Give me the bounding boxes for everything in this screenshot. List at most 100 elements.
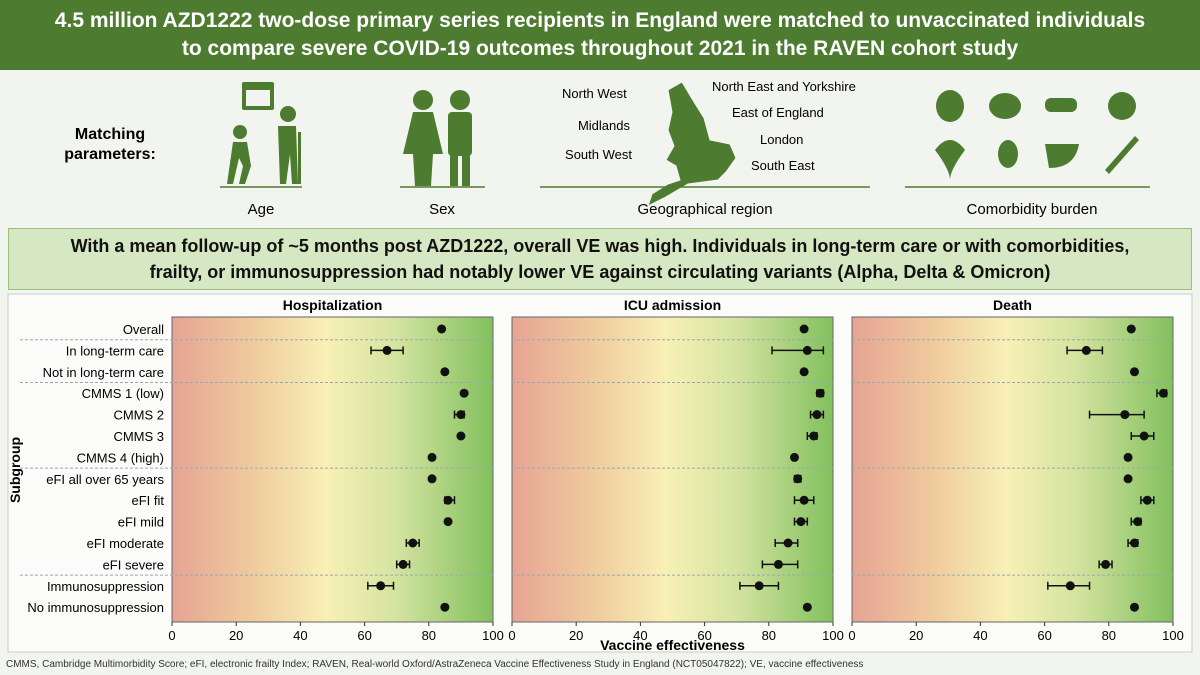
y-tick-label: eFI moderate [87,536,164,551]
y-tick-label: CMMS 3 [113,429,164,444]
x-tick-label: 100 [1162,628,1184,643]
point-estimate [1123,452,1133,462]
region-label: South West [565,147,632,162]
x-tick-label: 80 [1102,628,1116,643]
banner: With a mean follow-up of ~5 months post … [8,228,1192,290]
error-bar [771,346,825,355]
footnote: CMMS, Cambridge Multimorbidity Score; eF… [6,659,864,670]
point-estimate [773,559,783,569]
panel-title: Hospitalization [283,297,383,313]
title-line: to compare severe COVID-19 outcomes thro… [181,37,1019,60]
point-estimate [408,538,418,548]
point-estimate [789,452,799,462]
point-estimate [1126,324,1136,334]
matching-panel: Matching parameters: Age Sex Geographical … [64,79,1150,218]
point-estimate [1120,410,1130,420]
matching-label: Matching parameters: [64,126,156,163]
banner-line: frailty, or immunosuppression had notabl… [149,262,1051,282]
point-estimate [440,602,450,612]
x-tick-label: 40 [973,628,987,643]
matching-item-label: Sex [429,201,455,218]
forest-plot: Hospitalization 0 20 40 60 80 100 ICU admission… [7,293,1193,653]
region-label: Midlands [578,118,631,133]
point-estimate [456,410,466,420]
x-tick-label: 20 [569,628,583,643]
point-estimate [456,431,466,441]
x-tick-label: 60 [697,628,711,643]
point-estimate [437,324,447,334]
y-tick-label: Overall [123,322,164,337]
point-estimate [793,474,803,484]
x-tick-label: 60 [357,628,371,643]
x-tick-label: 0 [508,628,515,643]
matching-label-box: Matching parameters: [64,126,156,163]
point-estimate [815,388,825,398]
region-label: East of England [732,105,824,120]
x-tick-label: 60 [1037,628,1051,643]
point-estimate [440,367,450,377]
map-icon [540,81,870,207]
matching-item-label: Comorbidity burden [967,201,1098,218]
point-estimate [376,581,386,591]
point-estimate [1101,559,1111,569]
plot-background [851,316,1174,623]
point-estimate [1129,367,1139,377]
y-tick-label: eFI fit [131,493,164,508]
point-estimate [1158,388,1168,398]
region-label: London [760,132,803,147]
age-icon [220,82,302,188]
point-estimate [802,602,812,612]
y-axis-label: Subgroup [7,437,23,503]
point-estimate [1139,431,1149,441]
matching-item-label: Age [248,201,275,218]
point-estimate [796,517,806,527]
region-label: South East [751,158,815,173]
y-tick-label: eFI mild [118,515,164,530]
y-tick-label: CMMS 4 (high) [77,450,164,465]
plot-background [171,316,494,623]
y-tick-label: Not in long-term care [43,365,164,380]
region-label: North West [562,86,627,101]
point-estimate [398,559,408,569]
plot-background [511,316,834,623]
point-estimate [427,474,437,484]
point-estimate [799,324,809,334]
x-tick-label: 100 [822,628,844,643]
region-label: North East and Yorkshire [712,79,856,94]
x-tick-label: 20 [909,628,923,643]
comorbidity-icons [905,90,1150,188]
banner-line: With a mean follow-up of ~5 months post … [70,236,1130,256]
x-axis-label: Vaccine effectiveness [600,637,745,653]
matching-item-label: Geographical region [637,201,772,218]
panel-title: ICU admission [624,297,721,313]
point-estimate [809,431,819,441]
y-tick-label: In long-term care [66,343,164,358]
point-estimate [427,452,437,462]
header: 4.5 million AZD1222 two-dose primary ser… [0,0,1200,70]
y-tick-label: eFI severe [103,557,164,572]
point-estimate [443,495,453,505]
x-tick-label: 80 [762,628,776,643]
y-tick-label: No immunosuppression [27,600,164,615]
x-tick-label: 40 [293,628,307,643]
panel-title: Death [993,297,1032,313]
point-estimate [1065,581,1075,591]
point-estimate [382,345,392,355]
x-tick-label: 100 [482,628,504,643]
point-estimate [812,410,822,420]
point-estimate [754,581,764,591]
x-tick-label: 0 [848,628,855,643]
y-tick-label: Immunosuppression [47,579,164,594]
point-estimate [1133,517,1143,527]
point-estimate [1129,602,1139,612]
point-estimate [1129,538,1139,548]
x-tick-label: 80 [422,628,436,643]
point-estimate [1123,474,1133,484]
x-tick-label: 40 [633,628,647,643]
point-estimate [1142,495,1152,505]
y-tick-label: CMMS 1 (low) [82,386,164,401]
error-bar [1088,410,1145,419]
sex-icon [400,90,485,188]
y-tick-label: CMMS 2 [113,408,164,423]
point-estimate [783,538,793,548]
